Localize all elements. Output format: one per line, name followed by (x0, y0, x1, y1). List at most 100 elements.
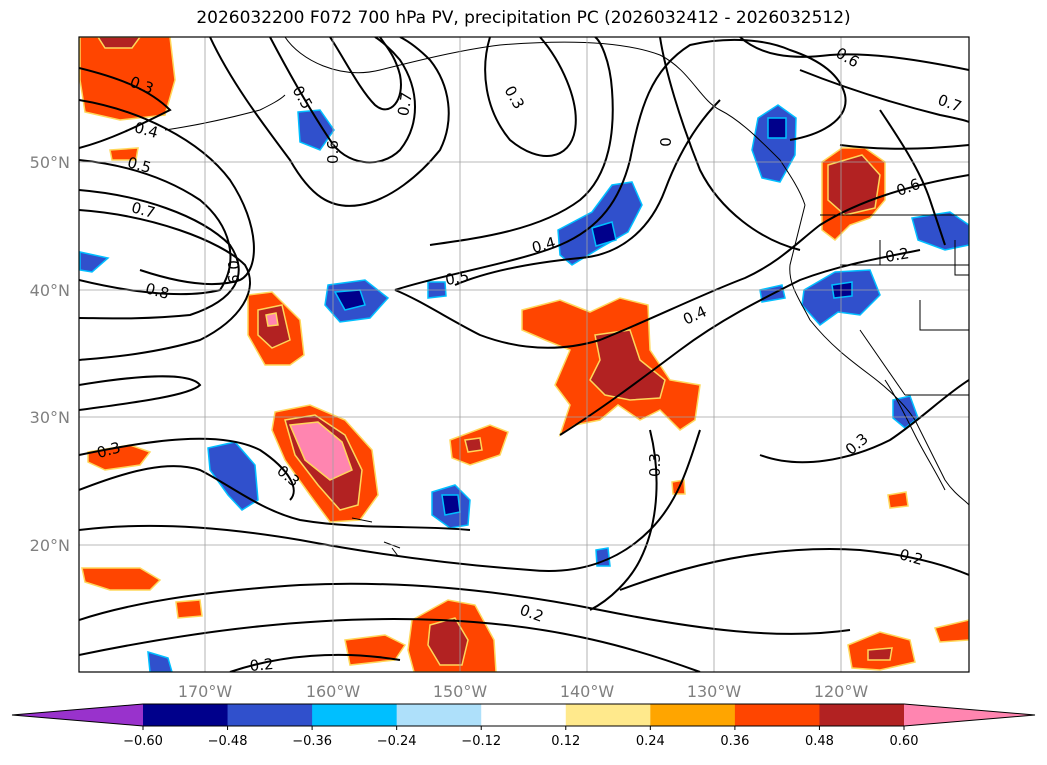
pv-contour (799, 69, 969, 123)
colorbar: −0.60 −0.48 −0.36 −0.24 −0.12 0.12 0.24 0.36 0.4… (11, 703, 1036, 749)
state-borders (820, 214, 969, 396)
precip-patch (767, 117, 787, 139)
colorbar-segment (312, 704, 398, 726)
precip-patch (97, 37, 141, 49)
lon-label-140w: 140°W (560, 682, 615, 701)
colorbar-segment (396, 704, 482, 726)
colorbar-tick-label: −0.24 (377, 734, 417, 749)
pv-contours (79, 37, 969, 672)
pv-contour (659, 37, 801, 251)
pv-contour (79, 437, 295, 501)
pv-contour (79, 429, 701, 572)
lat-label-30n: 30°N (30, 408, 70, 427)
colorbar-tick-label: −0.12 (461, 734, 501, 749)
precip-patch (81, 567, 162, 591)
precip-patch (591, 221, 617, 247)
coastline-aleutians (164, 94, 286, 131)
colorbar-tick-label: 0.24 (636, 734, 665, 749)
pv-contour (484, 37, 577, 157)
precip-patch (297, 109, 335, 151)
colorbar-segment (819, 704, 905, 726)
colorbar-segment (650, 704, 736, 726)
colorbar-extend-max (904, 704, 1035, 726)
colorbar-tick-label: 0.48 (805, 734, 834, 749)
contour-label: 0.5 (444, 267, 471, 289)
pv-contour (79, 582, 851, 635)
pv-contour (79, 67, 172, 149)
colorbar-tick-label: 0.36 (720, 734, 749, 749)
pv-contour (79, 209, 251, 361)
contour-label: 0.7 (394, 91, 416, 118)
pv-contour (619, 548, 969, 591)
contour-label: 0.2 (249, 655, 274, 675)
pv-contour (79, 159, 232, 296)
colorbar-tick-label: −0.36 (292, 734, 332, 749)
lon-label-120w: 120°W (814, 682, 869, 701)
pv-contour (429, 37, 614, 246)
lon-label-150w: 150°W (433, 682, 488, 701)
contour-label: 0.8 (143, 279, 171, 303)
colorbar-tick-label: 0.60 (890, 734, 919, 749)
gridlines (79, 37, 969, 672)
precip-patch (79, 251, 110, 273)
pv-contour (209, 37, 450, 207)
contour-label: 0.2 (897, 545, 925, 569)
contour-label: 0.2 (884, 244, 911, 266)
pv-contour (329, 37, 402, 111)
contour-label: 0.9 (224, 260, 242, 284)
contour-label: 0.3 (95, 438, 123, 462)
lat-label-40n: 40°N (30, 281, 70, 300)
coastlines (164, 37, 969, 557)
lat-label-20n: 20°N (30, 536, 70, 555)
pv-contour (79, 99, 255, 286)
coastline-alaska (284, 37, 806, 206)
lat-label-50n: 50°N (30, 153, 70, 172)
lon-label-160w: 160°W (306, 682, 361, 701)
pv-contour (839, 144, 969, 150)
precip-patch (441, 494, 461, 516)
pv-contour (229, 653, 401, 672)
precip-patch (79, 37, 176, 121)
lon-label-130w: 130°W (687, 682, 742, 701)
colorbar-tick-label: −0.60 (123, 734, 163, 749)
contour-label: 0.4 (132, 118, 160, 142)
precip-patch (147, 650, 173, 672)
pv-contour (879, 109, 946, 246)
map-frame (78, 36, 970, 673)
map-area: 0.3 0.4 0.5 0.7 0.8 0.9 0.6 0.7 0.3 0.5 … (79, 37, 969, 675)
precip-patch (288, 421, 353, 481)
colorbar-segment (565, 704, 651, 726)
pv-contour (79, 189, 240, 320)
pv-contour (269, 37, 416, 164)
pv-contour (79, 375, 202, 411)
contour-label: 0.5 (125, 153, 153, 177)
pv-contour (589, 429, 658, 611)
coastline-baja (884, 379, 946, 491)
coastline-west-coast (789, 204, 969, 506)
precip-patch (934, 619, 969, 643)
contour-label: 0.4 (530, 233, 558, 257)
colorbar-tick-label: −0.48 (208, 734, 248, 749)
precip-patch (464, 437, 483, 453)
precip-patch (887, 491, 909, 509)
precip-patch (333, 289, 366, 311)
colorbar-segment (143, 704, 229, 726)
precip-patch (867, 647, 893, 661)
pv-contour (79, 465, 471, 531)
pv-contour (759, 379, 969, 464)
colorbar-segment (481, 704, 567, 726)
colorbar-segment (227, 704, 313, 726)
pv-contour (79, 618, 701, 672)
pv-contour (394, 38, 847, 291)
pv-contour (559, 249, 921, 436)
precip-patch (265, 312, 279, 327)
colorbar-tick-label: 0.12 (551, 734, 580, 749)
colorbar-extend-min (12, 704, 143, 726)
map-title: 2026032200 F072 700 hPa PV, precipitatio… (196, 8, 851, 28)
pv-contour (394, 174, 969, 349)
pv-contour (739, 37, 969, 71)
precip-patch (589, 329, 666, 401)
colorbar-segment (734, 704, 820, 726)
precip-patch (207, 441, 259, 511)
